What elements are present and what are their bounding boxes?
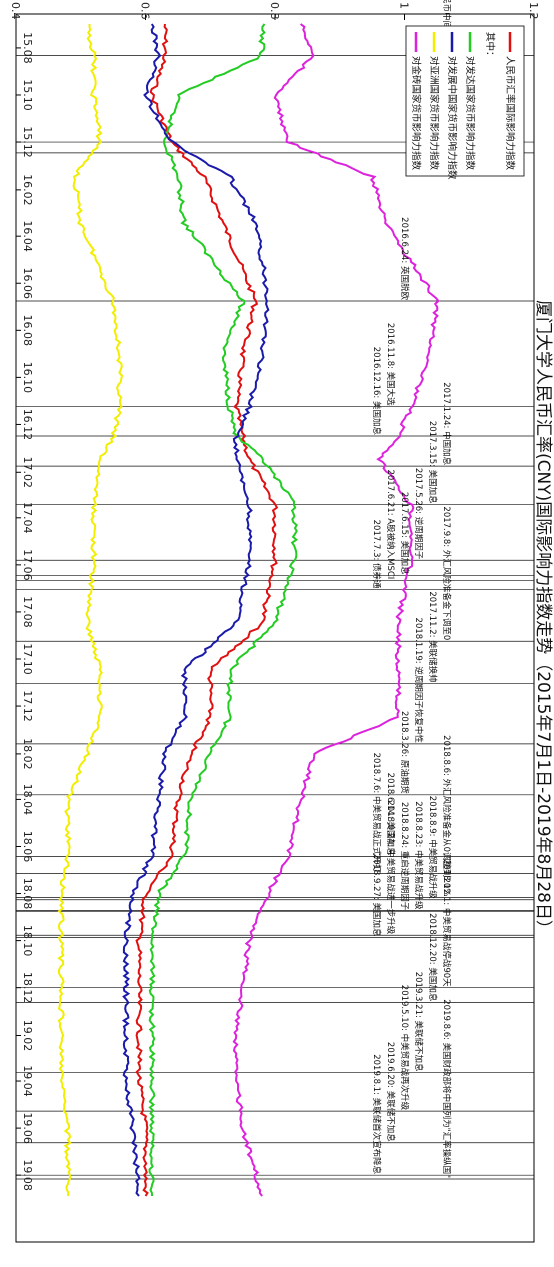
x-tick-label-16: 18.04 (21, 784, 34, 816)
event-label-15: 2018.3.26: 原油期货 (399, 711, 410, 794)
legend-label-2: 对发展中国家货币影响力指数 (446, 56, 458, 180)
event-label-10: 2017.6.21: A股被纳入MSCI (385, 469, 396, 579)
event-label-4: 2016.11.8: 美国大选 (385, 323, 396, 406)
event-label-28: 2019.6.20: 美联储不加息 (385, 1042, 396, 1142)
x-tick-label-7: 16.10 (21, 362, 34, 394)
x-tick-label-20: 18.12 (21, 972, 34, 1004)
event-label-11: 2017.7.3: 债券通 (371, 520, 382, 589)
series-line-0 (135, 23, 279, 1197)
series-line-4 (232, 23, 440, 1197)
legend-label-0: 人民币汇率国际影响力指数 (504, 56, 516, 171)
x-tick-label-22: 19.04 (21, 1065, 34, 1097)
event-label-20: 2018.8.23: 中美贸易战升级 (413, 801, 424, 910)
x-tick-label-14: 17.12 (21, 690, 34, 722)
x-tick-label-1: 15.10 (21, 79, 34, 111)
event-label-5: 2016.12.16: 美国加息 (371, 347, 382, 436)
legend-label-1: 对发达国家货币影响力指数 (464, 56, 476, 171)
event-label-13: 2017.11.2: 美联储换帅 (427, 591, 438, 682)
y-tick-label-3: 1 (398, 2, 411, 9)
x-tick-label-2: 15.12 (21, 126, 34, 158)
y-tick-label-0: 0.4 (9, 2, 22, 20)
x-tick-label-5: 16.06 (21, 267, 34, 299)
rotated-plot: 0.4 0.6 0.8 1 1.2 15.0815.1015.1216.0216.041… (9, 0, 553, 1197)
x-tick-label-15: 18.02 (21, 738, 34, 770)
event-label-21: 2018.8.24: 重启逆周期因子 (399, 802, 410, 911)
event-label-22: 2018.9.24: 中美贸易战进一步升级 (385, 800, 396, 934)
legend-label-3: 对亚洲国家货币影响力指数 (428, 56, 440, 171)
x-tick-label-11: 17.06 (21, 549, 34, 581)
x-tick-label-17: 18.06 (21, 831, 34, 863)
y-tick-label-2: 0.8 (268, 2, 281, 20)
x-tick-label-13: 17.10 (21, 643, 34, 675)
series-lines (57, 23, 440, 1197)
event-label-26: 2019.3.21: 美联储不加息 (413, 972, 424, 1072)
x-tick-label-24: 19.08 (21, 1159, 34, 1191)
x-tick-label-19: 18.10 (21, 925, 34, 957)
legend-box (405, 25, 525, 177)
y-tick-label-1: 0.6 (139, 2, 152, 20)
x-tick-label-21: 19.02 (21, 1020, 34, 1052)
event-label-8: 2017.5.26: 逆周期因子 (413, 468, 424, 560)
event-annotations: 2015.8.11: 人民币中间价改革2015.12.15: 美联储加息人民币纳… (371, 0, 452, 1178)
x-tick-label-10: 17.04 (21, 502, 34, 534)
event-label-18: 2018.8.6: 外汇风险准备金从0调整到20% (441, 735, 452, 896)
x-tick-label-9: 17.02 (21, 457, 34, 489)
event-label-7: 2017.3.15: 美国加息 (427, 421, 438, 504)
event-label-27: 2019.5.10: 中美贸易战再次升级 (399, 985, 410, 1111)
legend-header: 其中： (484, 32, 496, 61)
x-tick-label-18: 18.08 (21, 878, 34, 910)
event-label-3: 2016.6.24: 英国脱欧 (399, 217, 410, 300)
event-lines (16, 55, 534, 1180)
x-tick-label-12: 17.08 (21, 596, 34, 628)
series-line-1 (148, 23, 299, 1197)
legend-label-4: 对金砖国家货币影响力指数 (410, 56, 422, 171)
x-tick-label-8: 16.12 (21, 409, 34, 441)
chart-title: 厦门大学人民币汇率(CNY)国际影响力指数走势（2015年7月1日-2019年8… (533, 300, 553, 937)
plot-frame (15, 13, 535, 1243)
event-label-17: 2018.7.6: 中美贸易战正式开打 (371, 753, 382, 873)
event-label-9: 2017.6.15: 美国加息 (399, 492, 410, 575)
event-label-30: 2019.8.6: 美国财政部将中国列为"汇率操纵国" (441, 999, 452, 1178)
event-label-25: 2018.12.20: 美国加息 (427, 913, 438, 1002)
value-axis-ticks: 0.4 0.6 0.8 1 1.2 (9, 2, 540, 20)
time-axis-ticks: 15.08 15.10 15.12 16.02 16.04 16.06 16.08 16.10… (16, 32, 34, 1191)
x-tick-label-0: 15.08 (21, 32, 34, 64)
event-label-12: 2017.9.8: 外汇风险准备金下调至0 (441, 506, 452, 640)
y-tick-label-4: 1.2 (527, 2, 540, 20)
event-label-29: 2019.8.1: 美联储首次宣布降息 (371, 1054, 382, 1174)
event-label-16: 2018.6.14: 美国加息 (385, 773, 396, 856)
x-tick-label-23: 19.06 (21, 1112, 34, 1144)
x-tick-label-4: 16.04 (21, 220, 34, 252)
event-label-23: 2018.9.27: 美国加息 (371, 854, 382, 937)
x-tick-label-6: 16.08 (21, 315, 34, 347)
x-tick-label-3: 16.02 (21, 174, 34, 206)
event-label-24: 2018.12.1: 中美贸易战停战90天 (441, 859, 452, 987)
event-label-14: 2018.1.19: 逆周期因子恢复中性 (413, 618, 424, 744)
event-label-6: 2017.1.24: 中国加息 (441, 382, 452, 465)
series-line-2 (121, 23, 270, 1197)
series-line-3 (57, 24, 124, 1197)
event-label-19: 2018.8.9: 中美贸易战升级 (427, 796, 438, 899)
